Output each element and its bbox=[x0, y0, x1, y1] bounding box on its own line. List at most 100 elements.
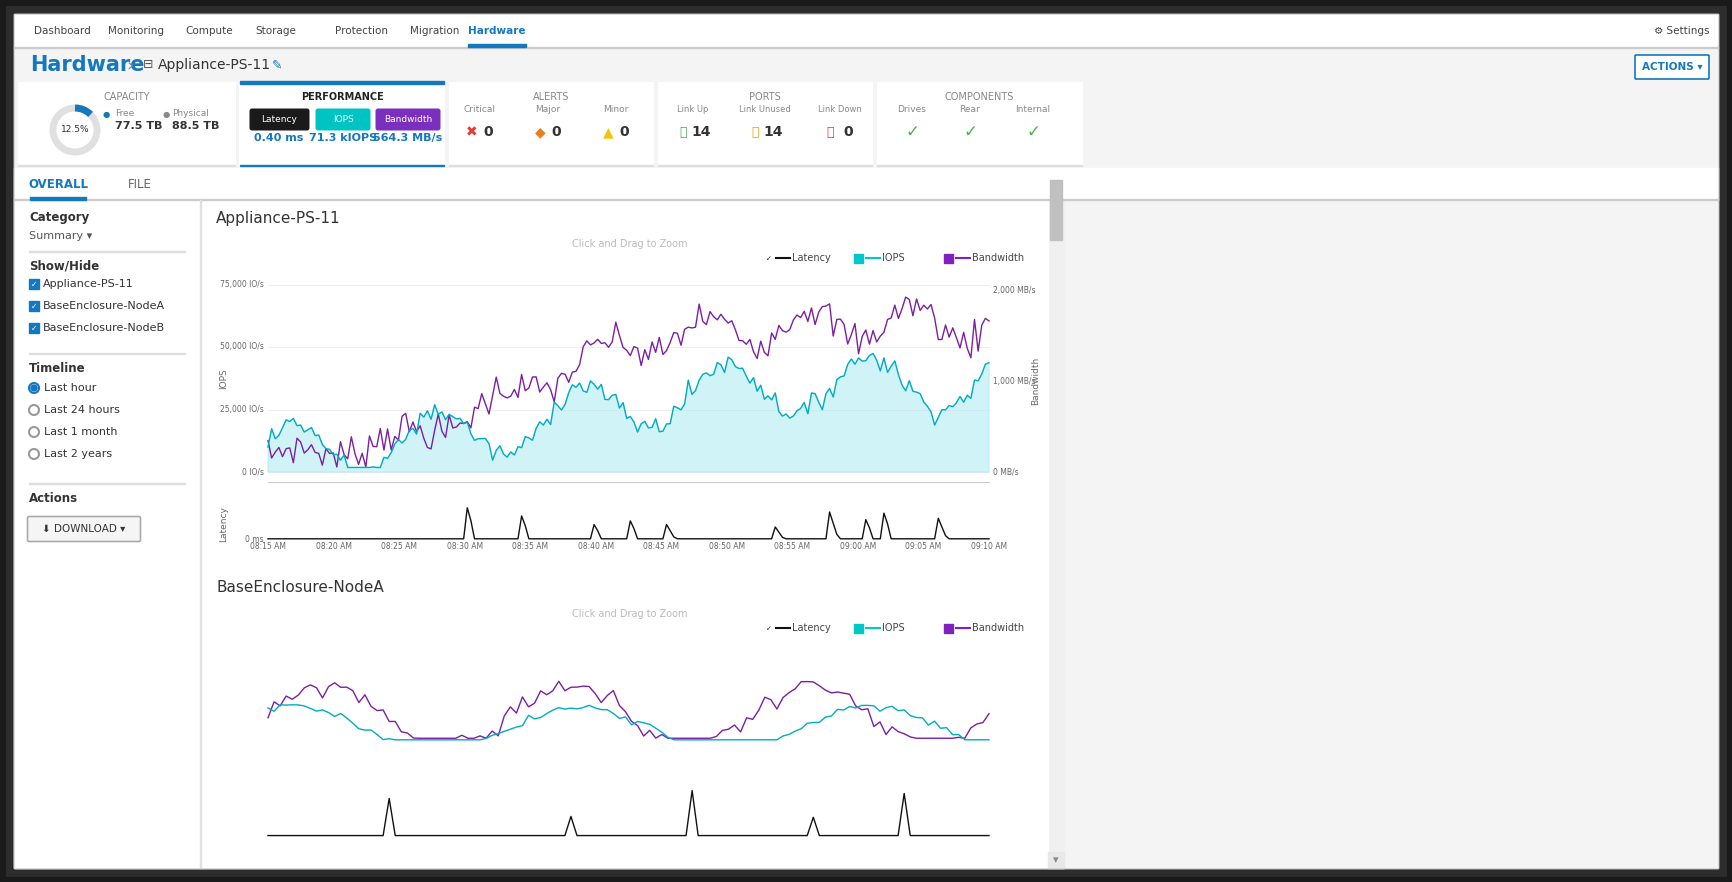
Bar bbox=[1048, 852, 1063, 868]
Text: ▾: ▾ bbox=[1053, 855, 1058, 865]
Bar bbox=[944, 254, 953, 263]
Text: 12.5%: 12.5% bbox=[61, 125, 90, 134]
Text: Dashboard: Dashboard bbox=[35, 26, 90, 36]
Text: 88.5 TB: 88.5 TB bbox=[171, 121, 220, 131]
Text: ✓: ✓ bbox=[31, 302, 36, 310]
Text: 0.40 ms: 0.40 ms bbox=[255, 133, 303, 143]
Text: ✓: ✓ bbox=[31, 324, 36, 333]
Text: 1,000 MB/s: 1,000 MB/s bbox=[992, 377, 1036, 385]
Text: Appliance-PS-11: Appliance-PS-11 bbox=[43, 279, 133, 289]
Text: Storage: Storage bbox=[255, 26, 296, 36]
Text: Timeline: Timeline bbox=[29, 362, 85, 375]
Text: BaseEnclosure-NodeA: BaseEnclosure-NodeA bbox=[43, 301, 165, 311]
Text: IOPS: IOPS bbox=[882, 253, 904, 263]
Text: COMPONENTS: COMPONENTS bbox=[946, 92, 1015, 102]
Text: Last 1 month: Last 1 month bbox=[43, 427, 118, 437]
Bar bbox=[764, 624, 772, 633]
Bar bbox=[14, 168, 1718, 868]
Text: 09:10 AM: 09:10 AM bbox=[972, 542, 1006, 551]
Text: Internal: Internal bbox=[1015, 106, 1051, 115]
Text: Latency: Latency bbox=[220, 506, 229, 542]
Text: 14: 14 bbox=[764, 125, 783, 139]
Text: Actions: Actions bbox=[29, 491, 78, 505]
Bar bbox=[241, 81, 443, 84]
Bar bbox=[14, 168, 1718, 200]
FancyBboxPatch shape bbox=[315, 108, 371, 131]
Text: ⛓: ⛓ bbox=[679, 125, 688, 138]
Text: Link Unused: Link Unused bbox=[740, 106, 792, 115]
Text: 09:00 AM: 09:00 AM bbox=[840, 542, 876, 551]
Text: Rear: Rear bbox=[960, 106, 980, 115]
Text: PERFORMANCE: PERFORMANCE bbox=[301, 92, 383, 102]
Bar bbox=[944, 624, 953, 633]
Text: FILE: FILE bbox=[128, 177, 152, 191]
Text: ⊟: ⊟ bbox=[144, 58, 154, 71]
Text: Appliance-PS-11: Appliance-PS-11 bbox=[216, 211, 341, 226]
Bar bbox=[29, 279, 40, 289]
Text: 75,000 IO/s: 75,000 IO/s bbox=[220, 280, 263, 289]
Text: 2,000 MB/s: 2,000 MB/s bbox=[992, 286, 1036, 295]
Text: Drives: Drives bbox=[897, 106, 927, 115]
Text: ALERTS: ALERTS bbox=[533, 92, 570, 102]
Text: 14: 14 bbox=[691, 125, 710, 139]
Text: 25,000 IO/s: 25,000 IO/s bbox=[220, 405, 263, 414]
Bar bbox=[14, 47, 1718, 48]
Text: 564.3 MB/s: 564.3 MB/s bbox=[374, 133, 443, 143]
Text: 08:55 AM: 08:55 AM bbox=[774, 542, 811, 551]
Text: Latency: Latency bbox=[792, 623, 831, 633]
Text: Category: Category bbox=[29, 212, 90, 225]
Text: ✖: ✖ bbox=[466, 125, 478, 139]
Text: ✓: ✓ bbox=[906, 123, 920, 141]
Bar bbox=[764, 254, 772, 263]
Text: 08:45 AM: 08:45 AM bbox=[643, 542, 679, 551]
Text: 0: 0 bbox=[551, 125, 561, 139]
Text: 08:50 AM: 08:50 AM bbox=[708, 542, 745, 551]
Text: Last 2 years: Last 2 years bbox=[43, 449, 113, 459]
Text: Monitoring: Monitoring bbox=[107, 26, 165, 36]
Text: ●: ● bbox=[163, 109, 170, 118]
Text: 09:05 AM: 09:05 AM bbox=[906, 542, 942, 551]
FancyBboxPatch shape bbox=[28, 517, 140, 542]
Text: 50,000 IO/s: 50,000 IO/s bbox=[220, 342, 263, 352]
Text: ✓: ✓ bbox=[31, 280, 36, 288]
Text: 77.5 TB: 77.5 TB bbox=[114, 121, 163, 131]
Text: Show/Hide: Show/Hide bbox=[29, 259, 99, 273]
Text: Click and Drag to Zoom: Click and Drag to Zoom bbox=[572, 609, 688, 619]
Text: PORTS: PORTS bbox=[750, 92, 781, 102]
Text: OVERALL: OVERALL bbox=[28, 177, 88, 191]
Bar bbox=[1048, 200, 1063, 868]
Bar bbox=[199, 200, 1048, 570]
Circle shape bbox=[31, 385, 36, 391]
Text: Free: Free bbox=[114, 109, 135, 118]
Text: Bandwidth: Bandwidth bbox=[385, 115, 431, 123]
Text: Hardware: Hardware bbox=[468, 26, 525, 36]
Bar bbox=[854, 624, 863, 633]
Text: ✓: ✓ bbox=[766, 256, 771, 261]
Text: ACTIONS ▾: ACTIONS ▾ bbox=[1642, 62, 1703, 72]
Text: ◆: ◆ bbox=[535, 125, 546, 139]
Text: 08:20 AM: 08:20 AM bbox=[315, 542, 352, 551]
Text: Latency: Latency bbox=[262, 115, 296, 123]
Text: Hardware: Hardware bbox=[29, 55, 144, 75]
Text: 0 IO/s: 0 IO/s bbox=[242, 467, 263, 476]
Text: Protection: Protection bbox=[334, 26, 388, 36]
Text: 08:30 AM: 08:30 AM bbox=[447, 542, 483, 551]
Bar bbox=[854, 254, 863, 263]
Text: ✓: ✓ bbox=[1025, 123, 1039, 141]
Text: BaseEnclosure-NodeA: BaseEnclosure-NodeA bbox=[216, 580, 385, 595]
Text: Link Up: Link Up bbox=[677, 106, 708, 115]
Text: Link Down: Link Down bbox=[818, 106, 863, 115]
FancyBboxPatch shape bbox=[1635, 55, 1709, 79]
Text: Bandwidth: Bandwidth bbox=[1032, 357, 1041, 405]
Text: ✓: ✓ bbox=[963, 123, 977, 141]
Text: 08:25 AM: 08:25 AM bbox=[381, 542, 417, 551]
Text: ⚙ Settings: ⚙ Settings bbox=[1654, 26, 1709, 36]
Text: IOPS: IOPS bbox=[220, 368, 229, 389]
Bar bbox=[216, 230, 1044, 568]
Text: Last hour: Last hour bbox=[43, 383, 97, 393]
Text: Appliance-PS-11: Appliance-PS-11 bbox=[158, 58, 272, 72]
Text: 0: 0 bbox=[843, 125, 852, 139]
Text: ⛓: ⛓ bbox=[752, 125, 759, 138]
Text: Physical: Physical bbox=[171, 109, 210, 118]
Text: 0: 0 bbox=[483, 125, 494, 139]
